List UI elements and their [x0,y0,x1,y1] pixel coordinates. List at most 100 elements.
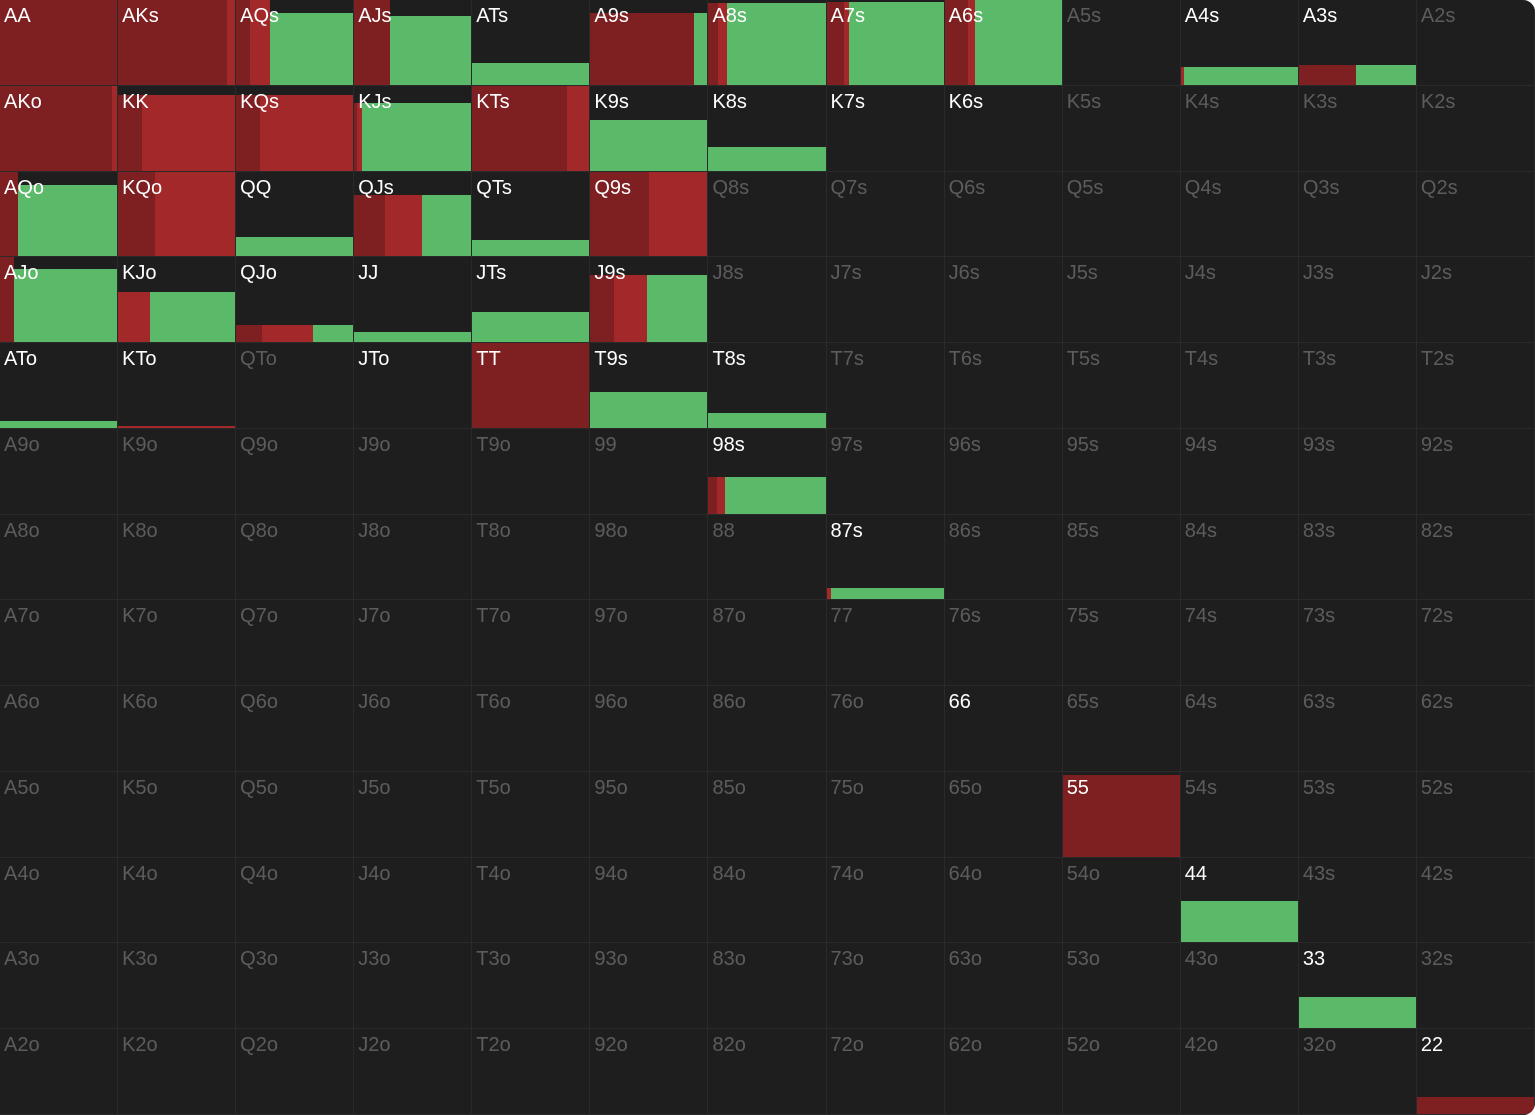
hand-cell[interactable]: Q4s [1180,171,1299,258]
hand-cell[interactable]: 52s [1416,771,1535,858]
hand-cell[interactable]: QTo [236,343,355,429]
hand-cell[interactable]: 85s [1062,514,1181,601]
hand-cell[interactable]: AA [0,0,119,86]
hand-cell[interactable]: 95o [590,771,709,858]
hand-cell[interactable]: ATs [472,0,591,86]
hand-cell[interactable]: Q8s [708,171,827,258]
hand-cell[interactable]: K3o [118,943,237,1030]
hand-cell[interactable]: K7o [118,600,237,687]
hand-cell[interactable]: J4o [354,857,473,944]
hand-cell[interactable]: AQs [236,0,355,86]
hand-cell[interactable]: 98o [590,514,709,601]
hand-cell[interactable]: 52o [1062,1029,1181,1115]
hand-cell[interactable]: Q7o [236,600,355,687]
hand-cell[interactable]: 98s [708,428,827,515]
hand-cell[interactable]: K9s [590,85,709,172]
hand-cell[interactable]: A8s [708,0,827,86]
hand-cell[interactable]: 74s [1180,600,1299,687]
hand-cell[interactable]: 53s [1298,771,1417,858]
hand-cell[interactable]: QTs [472,171,591,258]
hand-cell[interactable]: 22 [1416,1029,1535,1115]
hand-cell[interactable]: Q9s [590,171,709,258]
hand-cell[interactable]: JJ [354,257,473,344]
hand-cell[interactable]: K4s [1180,85,1299,172]
hand-cell[interactable]: 42o [1180,1029,1299,1115]
hand-cell[interactable]: 64s [1180,686,1299,772]
hand-cell[interactable]: J6s [944,257,1063,344]
hand-cell[interactable]: T5o [472,771,591,858]
hand-cell[interactable]: 82o [708,1029,827,1115]
hand-cell[interactable]: T9s [590,343,709,429]
hand-cell[interactable]: A7s [826,0,945,86]
hand-cell[interactable]: 53o [1062,943,1181,1030]
hand-cell[interactable]: 88 [708,514,827,601]
hand-cell[interactable]: A3s [1298,0,1417,86]
hand-cell[interactable]: A5o [0,771,119,858]
hand-cell[interactable]: J5o [354,771,473,858]
hand-cell[interactable]: K5o [118,771,237,858]
hand-cell[interactable]: K3s [1298,85,1417,172]
hand-cell[interactable]: Q2s [1416,171,1535,258]
hand-cell[interactable]: K6o [118,686,237,772]
hand-cell[interactable]: 86o [708,686,827,772]
hand-cell[interactable]: KTo [118,343,237,429]
hand-cell[interactable]: 97o [590,600,709,687]
hand-cell[interactable]: A9s [590,0,709,86]
hand-cell[interactable]: 54o [1062,857,1181,944]
hand-cell[interactable]: K9o [118,428,237,515]
hand-cell[interactable]: J9o [354,428,473,515]
hand-cell[interactable]: T9o [472,428,591,515]
hand-cell[interactable]: 77 [826,600,945,687]
hand-cell[interactable]: K8o [118,514,237,601]
hand-cell[interactable]: AKs [118,0,237,86]
hand-cell[interactable]: 94o [590,857,709,944]
hand-cell[interactable]: A8o [0,514,119,601]
hand-cell[interactable]: 73s [1298,600,1417,687]
hand-cell[interactable]: J3o [354,943,473,1030]
hand-cell[interactable]: AQo [0,171,119,258]
hand-cell[interactable]: J8s [708,257,827,344]
hand-cell[interactable]: 43s [1298,857,1417,944]
hand-cell[interactable]: T4o [472,857,591,944]
hand-cell[interactable]: JTs [472,257,591,344]
hand-cell[interactable]: QQ [236,171,355,258]
hand-cell[interactable]: 85o [708,771,827,858]
hand-cell[interactable]: 93o [590,943,709,1030]
hand-cell[interactable]: 99 [590,428,709,515]
hand-cell[interactable]: 87s [826,514,945,601]
hand-cell[interactable]: J9s [590,257,709,344]
hand-cell[interactable]: K2o [118,1029,237,1115]
hand-cell[interactable]: 74o [826,857,945,944]
hand-cell[interactable]: 96s [944,428,1063,515]
hand-cell[interactable]: 65o [944,771,1063,858]
hand-cell[interactable]: A2s [1416,0,1535,86]
hand-cell[interactable]: T6o [472,686,591,772]
hand-cell[interactable]: 33 [1298,943,1417,1030]
hand-cell[interactable]: T7s [826,343,945,429]
hand-cell[interactable]: KK [118,85,237,172]
hand-cell[interactable]: 64o [944,857,1063,944]
hand-cell[interactable]: 44 [1180,857,1299,944]
hand-cell[interactable]: Q3s [1298,171,1417,258]
hand-cell[interactable]: T2o [472,1029,591,1115]
hand-cell[interactable]: JTo [354,343,473,429]
hand-cell[interactable]: Q6o [236,686,355,772]
hand-cell[interactable]: T8o [472,514,591,601]
hand-cell[interactable]: J2s [1416,257,1535,344]
hand-cell[interactable]: K7s [826,85,945,172]
hand-cell[interactable]: KQo [118,171,237,258]
hand-cell[interactable]: AKo [0,85,119,172]
hand-cell[interactable]: 82s [1416,514,1535,601]
hand-cell[interactable]: ATo [0,343,119,429]
hand-cell[interactable]: 65s [1062,686,1181,772]
hand-cell[interactable]: 43o [1180,943,1299,1030]
hand-cell[interactable]: KJs [354,85,473,172]
hand-cell[interactable]: T6s [944,343,1063,429]
hand-cell[interactable]: J5s [1062,257,1181,344]
hand-cell[interactable]: A4o [0,857,119,944]
hand-cell[interactable]: A6s [944,0,1063,86]
hand-cell[interactable]: T2s [1416,343,1535,429]
hand-cell[interactable]: 86s [944,514,1063,601]
hand-cell[interactable]: A4s [1180,0,1299,86]
hand-cell[interactable]: 92s [1416,428,1535,515]
